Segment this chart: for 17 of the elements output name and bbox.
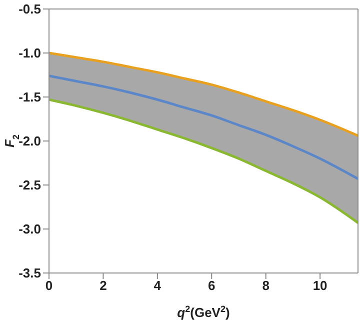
line-series: [49, 98, 358, 224]
y-tick-label: -3.5: [18, 266, 41, 281]
x-tick-label: 4: [154, 278, 162, 294]
x-tick-label: 10: [312, 278, 328, 294]
y-tick-label: -2.5: [18, 178, 41, 193]
y-tick-label: -2.0: [18, 134, 41, 149]
y-tick-label: -0.5: [18, 2, 41, 17]
x-tick-label: 6: [208, 278, 216, 294]
y-tick-label: -3.0: [18, 222, 41, 237]
x-axis-title: q$^{2}$(GeV$^{2}$): [177, 304, 230, 320]
x-tick-label: 0: [45, 278, 53, 294]
line-series: [49, 52, 358, 137]
x-tick-label: 8: [262, 278, 270, 294]
y-tick-label: -1.0: [18, 46, 41, 61]
line-series: [49, 74, 358, 180]
x-tick-label: 2: [100, 278, 107, 294]
y-tick-label: -1.5: [18, 90, 41, 105]
